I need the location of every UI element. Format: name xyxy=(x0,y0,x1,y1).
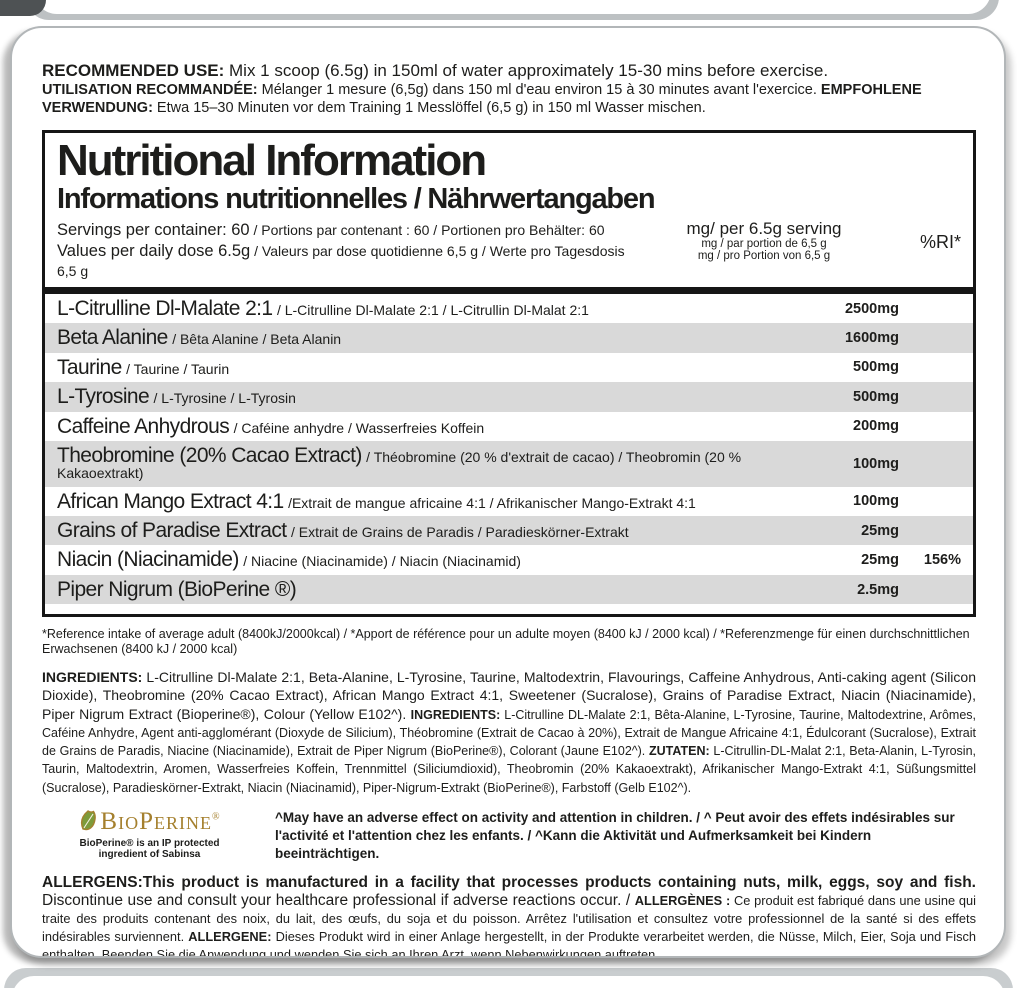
reference-intake-note: *Reference intake of average adult (8400… xyxy=(42,627,970,657)
amount-value: 25mg xyxy=(861,552,899,569)
allergens-de-text: Dieses Produkt wird in einer Anlage herg… xyxy=(42,929,976,958)
allergens-fr-label: ALLERGÈNES : xyxy=(634,892,731,908)
backing-sheet-corner xyxy=(0,0,46,16)
ingredient-name: Grains of Paradise Extract xyxy=(57,519,287,543)
ingredients-de-label: ZUTATEN: xyxy=(649,744,710,759)
ingredient-name: Piper Nigrum (BioPerine ®) xyxy=(57,577,297,601)
amount-value: 25mg xyxy=(861,522,899,539)
amount-value: 1600mg xyxy=(844,329,899,346)
table-meta-row: Servings per container: 60 / Portions pa… xyxy=(57,220,961,287)
nutrition-table-header: Nutritional Information Informations nut… xyxy=(45,133,973,287)
children-warning-text: ^May have an adverse effect on activity … xyxy=(275,809,955,862)
nutrition-rows: L-Citrulline Dl-Malate 2:1 / L-Citrullin… xyxy=(45,294,973,605)
ingredient-translations: / L-Citrulline Dl-Malate 2:1 / L-Citrull… xyxy=(276,301,589,318)
recommended-use-fr-text: Mélanger 1 mesure (6,5g) dans 150 ml d'e… xyxy=(257,81,821,98)
table-row: Grains of Paradise Extract / Extrait de … xyxy=(45,516,973,546)
table-title-en: Nutritional Information xyxy=(57,135,487,185)
bioperine-caption: BioPerine® is an IP protected ingredient… xyxy=(42,838,257,861)
ingredients-fr-label: INGREDIENTS: xyxy=(410,707,501,722)
ingredient-translations: / Caféine anhydre / Wasserfreies Koffein xyxy=(233,419,485,436)
ri-column-header: %RI* xyxy=(919,231,961,252)
table-header-rule xyxy=(45,286,973,294)
recommended-use-fr-label: UTILISATION RECOMMANDÉE: xyxy=(42,81,258,98)
amount-column-header: mg/ per 6.5g serving mg / par portion de… xyxy=(639,220,889,262)
amount-header-fr: mg / par portion de 6,5 g xyxy=(701,237,827,250)
ri-value: 156% xyxy=(923,552,961,569)
amount-value: 2.5mg xyxy=(857,581,899,598)
table-row: Beta Alanine / Bêta Alanine / Beta Alani… xyxy=(45,323,973,353)
servings-line-en: Servings per container: 60 xyxy=(57,220,250,239)
recommended-use-fr-de: UTILISATION RECOMMANDÉE: Mélanger 1 mesu… xyxy=(42,81,976,117)
amount-value: 200mg xyxy=(853,418,899,435)
ingredient-name: L-Citrulline Dl-Malate 2:1 xyxy=(57,296,273,320)
ingredient-translations: / Extrait de Grains de Paradis / Paradie… xyxy=(290,524,629,541)
ingredients-en-label: INGREDIENTS: xyxy=(42,669,143,686)
amount-value: 2500mg xyxy=(844,300,899,317)
recommended-use-en: RECOMMENDED USE: Mix 1 scoop (6.5g) in 1… xyxy=(42,61,976,81)
recommended-use-de-label: EMPFOHLENE VERWENDUNG: xyxy=(42,81,922,116)
bioperine-caption-line1: BioPerine® is an IP protected xyxy=(79,837,220,849)
servings-info: Servings per container: 60 / Portions pa… xyxy=(57,220,639,282)
ingredient-translations: / Théobromine (20 % d'extrait de cacao) … xyxy=(57,448,742,482)
amount-value: 100mg xyxy=(853,455,899,472)
ingredient-translations: / Niacine (Niacinamide) / Niacin (Niacin… xyxy=(243,553,521,570)
values-line-rest: / Valeurs par dose quotidienne 6,5 g / W… xyxy=(57,242,625,279)
leaf-icon xyxy=(78,809,98,837)
supplement-label: RECOMMENDED USE: Mix 1 scoop (6.5g) in 1… xyxy=(10,26,1006,958)
bioperine-name: BioPerine xyxy=(100,807,212,835)
values-line-en: Values per daily dose 6.5g xyxy=(57,241,251,260)
ingredients-section: INGREDIENTS: L-Citrulline Dl-Malate 2:1,… xyxy=(42,669,976,797)
table-row: African Mango Extract 4:1 /Extrait de ma… xyxy=(45,487,973,516)
backing-sheet-top-inner xyxy=(34,0,991,14)
recommended-use-de-text: Etwa 15–30 Minuten vor dem Training 1 Me… xyxy=(152,99,706,116)
ingredient-translations: / Taurine / Taurin xyxy=(126,360,230,377)
allergens-en-rest: Discontinue use and consult your healthc… xyxy=(42,891,635,909)
bioperine-wordmark: BioPerine® xyxy=(42,809,257,837)
ingredient-name: Beta Alanine xyxy=(57,326,168,350)
table-row: Piper Nigrum (BioPerine ®) 2.5mg xyxy=(45,574,973,605)
backing-sheet-bottom-inner xyxy=(12,976,1005,988)
table-bottom-padding xyxy=(45,604,973,615)
table-row: Niacin (Niacinamide) / Niacine (Niacinam… xyxy=(45,545,973,574)
amount-value: 500mg xyxy=(853,359,899,376)
table-row: L-Tyrosine / L-Tyrosine / L-Tyrosin 500m… xyxy=(45,382,973,412)
bioperine-section: BioPerine® BioPerine® is an IP protected… xyxy=(42,807,976,864)
ingredient-translations: /Extrait de mangue africaine 4:1 / Afrik… xyxy=(288,494,696,511)
ingredients-de-text: L-Citrullin-DL-Malat 2:1, Beta-Alanin, L… xyxy=(42,744,977,795)
ingredients-fr-text: L-Citrulline DL-Malate 2:1, Bêta-Alanine… xyxy=(42,707,976,759)
ingredient-translations: / Bêta Alanine / Beta Alanin xyxy=(172,331,342,348)
allergens-en-bold: This product is manufactured in a facili… xyxy=(142,873,976,891)
recommended-use-en-label: RECOMMENDED USE: xyxy=(42,61,225,80)
ingredient-name: Caffeine Anhydrous xyxy=(57,414,230,438)
servings-line-rest: / Portions par contenant : 60 / Portione… xyxy=(249,221,605,238)
servings-line: Servings per container: 60 / Portions pa… xyxy=(57,220,639,241)
ingredient-name: African Mango Extract 4:1 xyxy=(57,489,284,513)
ingredient-name: L-Tyrosine xyxy=(57,385,150,409)
amount-header-de: mg / pro Portion von 6,5 g xyxy=(697,249,831,262)
recommended-use-en-text: Mix 1 scoop (6.5g) in 150ml of water app… xyxy=(224,61,829,80)
ingredients-en-text: L-Citrulline Dl-Malate 2:1, Beta-Alanine… xyxy=(42,669,976,722)
bioperine-caption-line2: ingredient of Sabinsa xyxy=(98,849,201,861)
bioperine-reg-mark: ® xyxy=(211,811,221,823)
allergens-de-label: ALLERGENE: xyxy=(188,929,272,945)
allergens-en-label: ALLERGENS: xyxy=(42,873,143,891)
amount-value: 500mg xyxy=(853,388,899,405)
values-line: Values per daily dose 6.5g / Valeurs par… xyxy=(57,241,639,282)
table-row: L-Citrulline Dl-Malate 2:1 / L-Citrullin… xyxy=(45,294,973,323)
amount-header-main: mg/ per 6.5g serving xyxy=(686,218,842,238)
table-title-fr-de: Informations nutritionnelles / Nährwerta… xyxy=(57,183,656,216)
allergens-fr-text: Ce produit est fabriqué dans une usine q… xyxy=(42,892,976,945)
nutrition-table: Nutritional Information Informations nut… xyxy=(42,129,976,618)
bioperine-logo: BioPerine® BioPerine® is an IP protected… xyxy=(42,807,257,861)
table-row: Taurine / Taurine / Taurin 500mg xyxy=(45,353,973,382)
ingredient-name: Taurine xyxy=(57,355,122,379)
ingredient-name: Theobromine (20% Cacao Extract) xyxy=(57,443,362,467)
table-row: Theobromine (20% Cacao Extract) / Théobr… xyxy=(45,440,973,487)
allergens-section: ALLERGENS:This product is manufactured i… xyxy=(42,873,976,958)
recommended-use-section: RECOMMENDED USE: Mix 1 scoop (6.5g) in 1… xyxy=(42,61,976,117)
table-row: Caffeine Anhydrous / Caféine anhydre / W… xyxy=(45,412,973,441)
ingredient-translations: / L-Tyrosine / L-Tyrosin xyxy=(153,390,296,407)
amount-value: 100mg xyxy=(853,493,899,510)
ingredient-name: Niacin (Niacinamide) xyxy=(57,548,239,572)
